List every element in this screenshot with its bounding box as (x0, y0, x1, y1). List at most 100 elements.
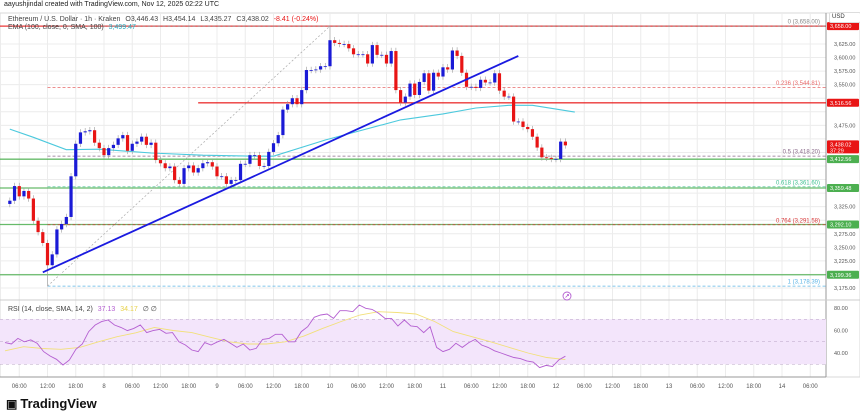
candle-body (427, 73, 431, 91)
candle-body (88, 130, 92, 132)
x-tick-label: 06:00 (351, 384, 367, 390)
candle-body (309, 70, 313, 71)
candle (17, 182, 21, 200)
candle (205, 158, 210, 167)
candle (210, 158, 214, 170)
candle (399, 86, 403, 106)
candle-body (262, 165, 266, 167)
candle-body (229, 180, 233, 184)
candle (507, 93, 511, 100)
candle-body (384, 54, 389, 64)
candle (182, 164, 186, 188)
candle (389, 47, 393, 67)
candle-body (149, 142, 153, 145)
candle-body (210, 162, 214, 167)
candle-body (121, 135, 125, 139)
candle (493, 70, 497, 86)
candle-body (125, 135, 130, 151)
candle (111, 141, 116, 152)
candle (375, 41, 379, 59)
candle-body (243, 163, 247, 165)
candle-body (238, 163, 243, 181)
candle-body (102, 148, 106, 156)
candle-body (111, 144, 116, 149)
candle (187, 162, 191, 172)
candle-body (328, 40, 332, 67)
price-badge (827, 270, 859, 279)
x-tick-label: 12:00 (379, 384, 395, 390)
candle-body (493, 73, 497, 83)
candle-body (361, 54, 365, 56)
candle (314, 66, 318, 74)
candle-body (191, 165, 196, 173)
candle (460, 52, 464, 76)
chart-legend: Ethereum / U.S. Dollar · 1h · Kraken O3,… (8, 16, 318, 32)
candle-body (12, 186, 17, 201)
candle (276, 131, 280, 147)
x-tick-label: 12:00 (40, 384, 56, 390)
candle (262, 162, 266, 170)
candle-body (408, 83, 412, 97)
last-price-label: 3,438.02 (830, 142, 851, 148)
candle (563, 138, 567, 149)
candle (403, 93, 407, 106)
candle (422, 70, 426, 86)
y-tick-label: 3,575.00 (834, 69, 855, 75)
candle (64, 213, 68, 228)
y-tick-label: 3,475.00 (834, 123, 855, 129)
candle-body (300, 90, 304, 105)
candle-body (455, 50, 459, 56)
high-value: H3,454.14 (163, 16, 196, 23)
candle (88, 126, 92, 135)
price-badge (827, 220, 859, 229)
y-tick-label: 3,625.00 (834, 42, 855, 48)
candle (521, 118, 525, 131)
rsi-label[interactable]: RSI (14, close, SMA, 14, 2) (8, 306, 93, 313)
rsi-legend: RSI (14, close, SMA, 14, 2) 37.13 34.17 … (8, 306, 157, 314)
candle-body (74, 143, 78, 177)
candle-body (83, 131, 87, 133)
candle-body (295, 98, 299, 105)
candle (149, 139, 153, 149)
candle-body (474, 86, 478, 88)
tradingview-brand[interactable]: ▣ TradingView (6, 396, 97, 411)
x-tick-label: 9 (215, 384, 219, 390)
candle-body (347, 44, 351, 49)
rsi-tick-label: 80.00 (834, 306, 848, 312)
ema-label[interactable]: EMA (100, close, 0, SMA, 100) (8, 24, 104, 31)
candle (78, 129, 83, 148)
candle-body (286, 104, 290, 110)
candle (318, 62, 323, 73)
price-badge-label: 3,658.00 (830, 24, 851, 30)
symbol-title[interactable]: Ethereum / U.S. Dollar · 1h · Kraken (8, 16, 121, 23)
candle-body (502, 90, 506, 97)
candle (144, 133, 148, 149)
price-badge-label: 3,292.10 (830, 222, 851, 228)
candle-body (182, 168, 186, 184)
candle (97, 139, 101, 152)
candle-body (511, 96, 516, 122)
candle-body (318, 66, 323, 70)
candle (300, 86, 304, 108)
currency-button[interactable]: USD (829, 12, 860, 23)
candle (483, 76, 487, 86)
candle-body (314, 69, 318, 71)
candle-body (27, 190, 31, 199)
candle (554, 155, 558, 163)
candle-body (516, 121, 520, 123)
candle (220, 173, 224, 180)
candle-body (563, 141, 567, 146)
candle-body (497, 73, 502, 91)
trendline (42, 55, 519, 274)
candle (366, 51, 370, 67)
candle (502, 87, 506, 100)
candle (295, 94, 299, 108)
chart-credit: aayushjindal created with TradingView.co… (4, 1, 220, 8)
candle (436, 69, 440, 80)
price-badge (827, 183, 859, 192)
candle-body (135, 141, 139, 144)
x-tick-label: 12 (553, 384, 560, 390)
candle (394, 47, 398, 94)
candle (323, 62, 327, 70)
